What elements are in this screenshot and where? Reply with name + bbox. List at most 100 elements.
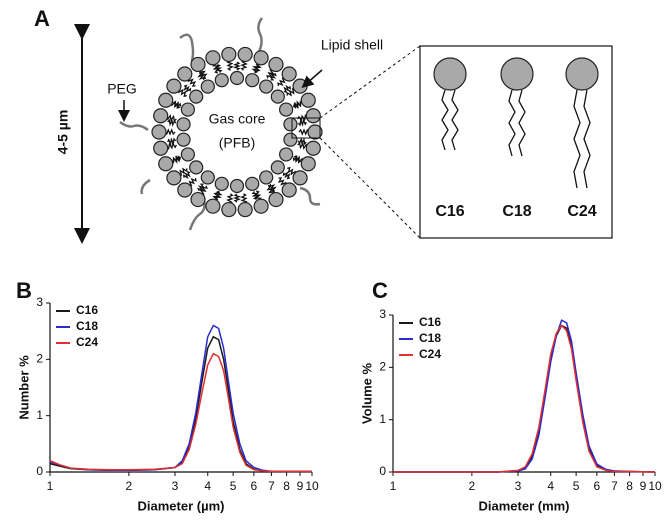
lipid-head [166, 170, 182, 186]
gas-core-sub-label: (PFB) [219, 135, 256, 151]
lipid-head [180, 102, 195, 117]
lipid-head [307, 124, 323, 140]
lipid-head [253, 198, 269, 214]
lipid-head [214, 176, 229, 191]
lipid-tail [298, 128, 310, 136]
series-line [49, 352, 312, 473]
lipid-head [237, 46, 253, 63]
lipid-head [205, 198, 221, 214]
x-tick-label: 3 [515, 479, 522, 493]
y-tick-label: 3 [379, 307, 386, 321]
lipid-tail [297, 137, 307, 146]
lipid-tail [583, 89, 591, 189]
lipid-tail [268, 183, 277, 192]
y-tick-label: 0 [36, 464, 43, 478]
x-tick-label: 1 [390, 479, 397, 493]
lipid-tail [282, 171, 291, 180]
lipid-head [565, 57, 599, 91]
x-tick-label: 1 [47, 479, 54, 493]
lipid-head [176, 132, 191, 147]
lipid-tail [441, 89, 449, 151]
y-tick-label: 2 [379, 360, 386, 374]
legend-label: C24 [76, 335, 98, 349]
lipid-head [245, 176, 260, 191]
x-tick-label: 3 [172, 479, 179, 493]
size-label: 4-5 µm [55, 110, 71, 155]
lipid-head [268, 56, 284, 73]
lipid-head [300, 92, 316, 108]
x-tick-label: 7 [268, 479, 275, 493]
legend-label: C16 [419, 315, 441, 329]
y-tick-label: 3 [36, 295, 43, 309]
lipid-label: C16 [435, 203, 464, 220]
arrow [301, 69, 323, 88]
lipid-tail [287, 166, 296, 176]
lipid-head [205, 50, 221, 66]
lipid-tail [214, 64, 223, 73]
peg-label: PEG [107, 81, 137, 97]
lipid-head [166, 78, 182, 94]
x-tick-label: 2 [469, 479, 476, 493]
lipid-head [229, 178, 245, 194]
lipid-tail [277, 77, 286, 86]
lipid-tail [277, 177, 287, 186]
lipid-head [200, 79, 215, 94]
lipid-tail [266, 69, 275, 79]
lipid-tail [178, 88, 187, 98]
lipid-head [229, 70, 245, 86]
lipid-head [305, 140, 321, 156]
x-tick-label: 4 [204, 479, 211, 493]
gas-core-label: Gas core [209, 111, 266, 127]
lipid-head [190, 56, 206, 73]
lipid-detail: C16 C18 C24 [433, 57, 599, 220]
lipid-head [221, 46, 237, 63]
x-tick-label: 8 [283, 479, 290, 493]
lipid-head [153, 108, 169, 124]
x-tick-label: 10 [648, 479, 662, 493]
lipid-head [270, 89, 285, 104]
legend-label: C24 [419, 347, 441, 361]
lipid-head [190, 191, 206, 208]
lipid-head [433, 57, 467, 91]
lipid-tail [293, 100, 302, 109]
x-tick-label: 9 [640, 479, 647, 493]
lipid-head [281, 66, 297, 82]
peg-chain [188, 199, 206, 231]
lipid-head [500, 57, 534, 91]
lipid-head [300, 156, 316, 172]
lipid-head [279, 147, 294, 162]
zoom-line [319, 45, 421, 119]
lipid-tail [518, 89, 526, 157]
x-tick-label: 6 [594, 479, 601, 493]
x-tick-label: 8 [626, 479, 633, 493]
x-tick-label: 5 [230, 479, 237, 493]
lipid-tail [199, 185, 208, 195]
lipid-head [292, 170, 308, 186]
lipid-tail [197, 72, 206, 81]
lipid-tail [226, 193, 234, 205]
panel-label: B [16, 278, 32, 303]
lipid-tail [573, 89, 581, 189]
lipid-head [305, 108, 321, 124]
peg-chain [140, 178, 151, 195]
lipid-head [270, 160, 285, 175]
lipid-head [283, 117, 298, 132]
y-tick-label: 1 [36, 408, 43, 422]
x-tick-label: 6 [251, 479, 258, 493]
panel-a: A 4-5 µm PEG Lipid shell Gas core (PFB) … [34, 6, 613, 244]
lipid-tail [214, 190, 223, 200]
lipid-head [158, 156, 174, 172]
lipid-head [153, 140, 169, 156]
lipid-tail [283, 84, 292, 93]
lipid-tail [166, 141, 177, 150]
lipid-head [151, 124, 167, 140]
lipid-tail [188, 178, 197, 187]
y-tick-label: 1 [379, 412, 386, 426]
lipid-tail [297, 114, 308, 123]
lipid-tail [232, 61, 242, 71]
series-line [49, 335, 312, 473]
lipid-head [237, 201, 253, 218]
lipid-head [259, 79, 274, 94]
lipid-head [189, 160, 204, 175]
